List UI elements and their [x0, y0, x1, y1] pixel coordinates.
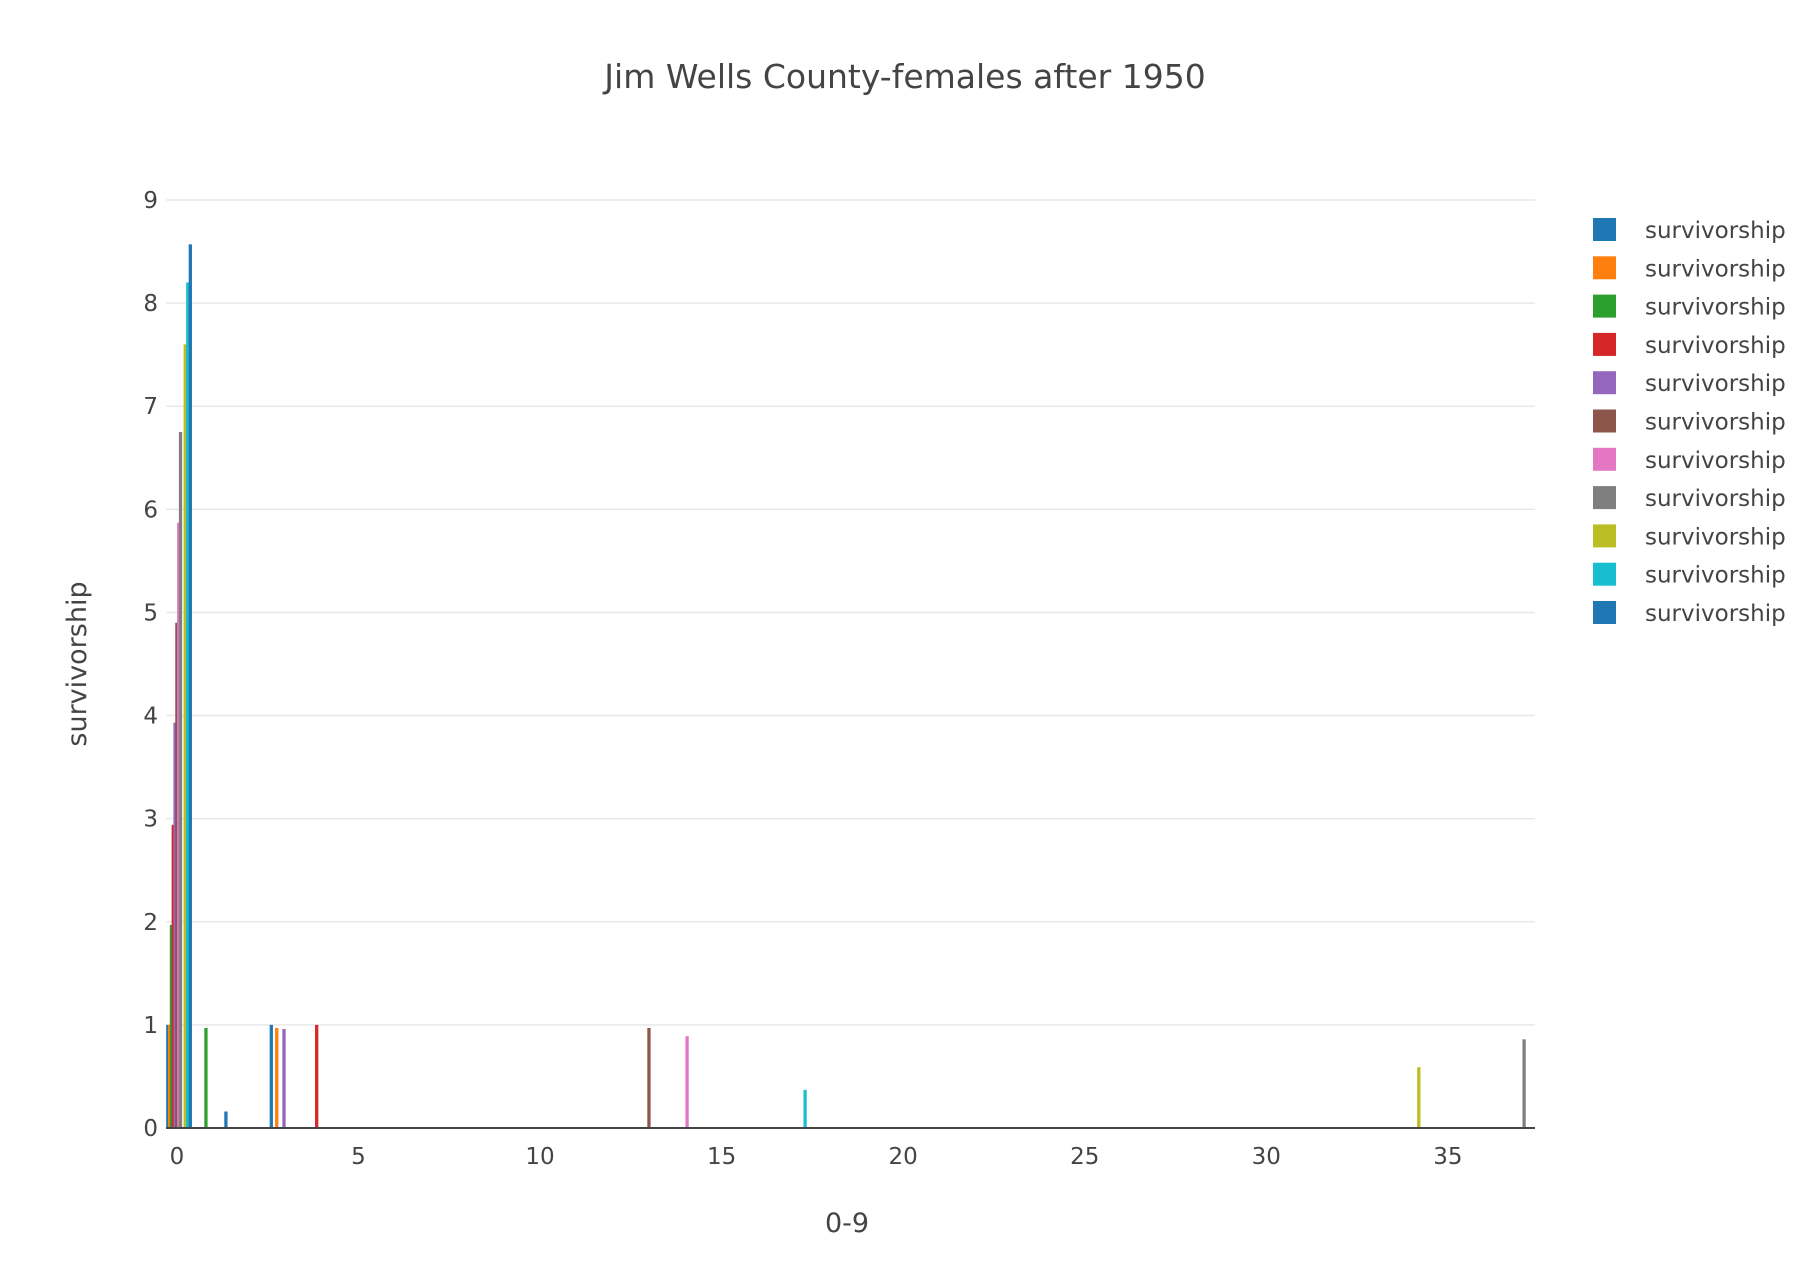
- y-tick-label: 6: [143, 497, 158, 523]
- legend-label: survivorship: [1645, 371, 1786, 397]
- y-tick-label: 7: [143, 394, 158, 420]
- bar[interactable]: [167, 1024, 172, 1128]
- y-axis-ticks: 0 1 2 3 4 5 6 7 8 9: [143, 188, 158, 1142]
- legend-label: survivorship: [1645, 333, 1786, 359]
- legend-item[interactable]: survivorship: [1593, 294, 1786, 321]
- bar[interactable]: [647, 1027, 651, 1128]
- legend-swatch: [1593, 486, 1616, 510]
- x-axis-ticks: 0 5 10 15 20 25 30 35: [170, 1144, 1463, 1170]
- legend-item[interactable]: survivorship: [1593, 486, 1786, 512]
- x-tick-label: 0: [170, 1144, 185, 1170]
- bar[interactable]: [188, 244, 192, 1129]
- legend-swatch: [1593, 409, 1616, 433]
- legend-item[interactable]: survivorship: [1593, 447, 1786, 474]
- legend-label: survivorship: [1645, 601, 1786, 627]
- legend-swatch: [1593, 332, 1616, 356]
- bar[interactable]: [685, 1036, 689, 1128]
- legend-swatch: [1593, 256, 1616, 280]
- legend-item[interactable]: survivorship: [1593, 371, 1786, 397]
- x-tick-label: 35: [1433, 1144, 1462, 1170]
- y-tick-label: 2: [143, 910, 158, 936]
- x-tick-label: 20: [889, 1144, 918, 1170]
- bar[interactable]: [186, 282, 190, 1128]
- chart-title: Jim Wells County-females after 1950: [602, 57, 1205, 96]
- bar[interactable]: [1522, 1039, 1526, 1128]
- y-axis-title: survivorship: [62, 581, 93, 746]
- y-tick-label: 9: [143, 188, 158, 214]
- legend-item[interactable]: survivorship: [1593, 218, 1786, 244]
- legend-label: survivorship: [1645, 524, 1786, 550]
- bar[interactable]: [169, 924, 174, 1128]
- bar[interactable]: [269, 1024, 273, 1128]
- y-tick-label: 3: [143, 807, 158, 833]
- legend-label: survivorship: [1645, 410, 1786, 436]
- bar[interactable]: [224, 1111, 228, 1128]
- legend-label: survivorship: [1645, 295, 1786, 321]
- bar[interactable]: [171, 824, 175, 1128]
- legend-swatch: [1593, 371, 1616, 395]
- bar[interactable]: [175, 622, 179, 1128]
- legend-label: survivorship: [1645, 448, 1786, 474]
- x-tick-label: 10: [525, 1144, 554, 1170]
- legend-item[interactable]: survivorship: [1593, 524, 1786, 550]
- legend-item[interactable]: survivorship: [1593, 409, 1786, 436]
- bar[interactable]: [173, 722, 177, 1128]
- bar[interactable]: [1417, 1067, 1421, 1128]
- bar[interactable]: [166, 1024, 170, 1128]
- legend-swatch: [1593, 294, 1616, 318]
- legend-item[interactable]: survivorship: [1593, 601, 1786, 627]
- legend-label: survivorship: [1645, 218, 1786, 244]
- bar[interactable]: [178, 432, 183, 1128]
- bars: [166, 244, 1526, 1129]
- legend-label: survivorship: [1645, 563, 1786, 589]
- y-tick-label: 4: [143, 704, 158, 730]
- bar[interactable]: [315, 1024, 319, 1128]
- legend-swatch: [1593, 447, 1616, 471]
- x-tick-label: 5: [351, 1144, 366, 1170]
- bar[interactable]: [803, 1089, 807, 1128]
- legend-swatch: [1593, 524, 1616, 548]
- y-tick-label: 5: [143, 600, 158, 626]
- y-tick-label: 1: [143, 1013, 158, 1039]
- bar[interactable]: [183, 344, 187, 1128]
- y-tick-label: 8: [143, 291, 158, 317]
- legend-item[interactable]: survivorship: [1593, 256, 1786, 282]
- bar[interactable]: [282, 1029, 286, 1128]
- bar[interactable]: [177, 522, 181, 1128]
- y-gridlines: [166, 199, 1535, 1026]
- y-tick-label: 0: [143, 1116, 158, 1142]
- bar[interactable]: [275, 1027, 279, 1128]
- legend-swatch: [1593, 601, 1616, 624]
- legend-item[interactable]: survivorship: [1593, 332, 1786, 359]
- x-tick-label: 25: [1070, 1144, 1099, 1170]
- bar[interactable]: [204, 1027, 208, 1128]
- legend-label: survivorship: [1645, 486, 1786, 512]
- legend-label: survivorship: [1645, 256, 1786, 282]
- legend-item[interactable]: survivorship: [1593, 562, 1786, 589]
- legend-swatch: [1593, 562, 1616, 586]
- x-tick-label: 30: [1252, 1144, 1281, 1170]
- legend-swatch: [1593, 218, 1616, 241]
- x-axis-title: 0-9: [825, 1208, 869, 1239]
- x-tick-label: 15: [707, 1144, 736, 1170]
- legend[interactable]: survivorship survivorship survivorship surv…: [1593, 218, 1786, 627]
